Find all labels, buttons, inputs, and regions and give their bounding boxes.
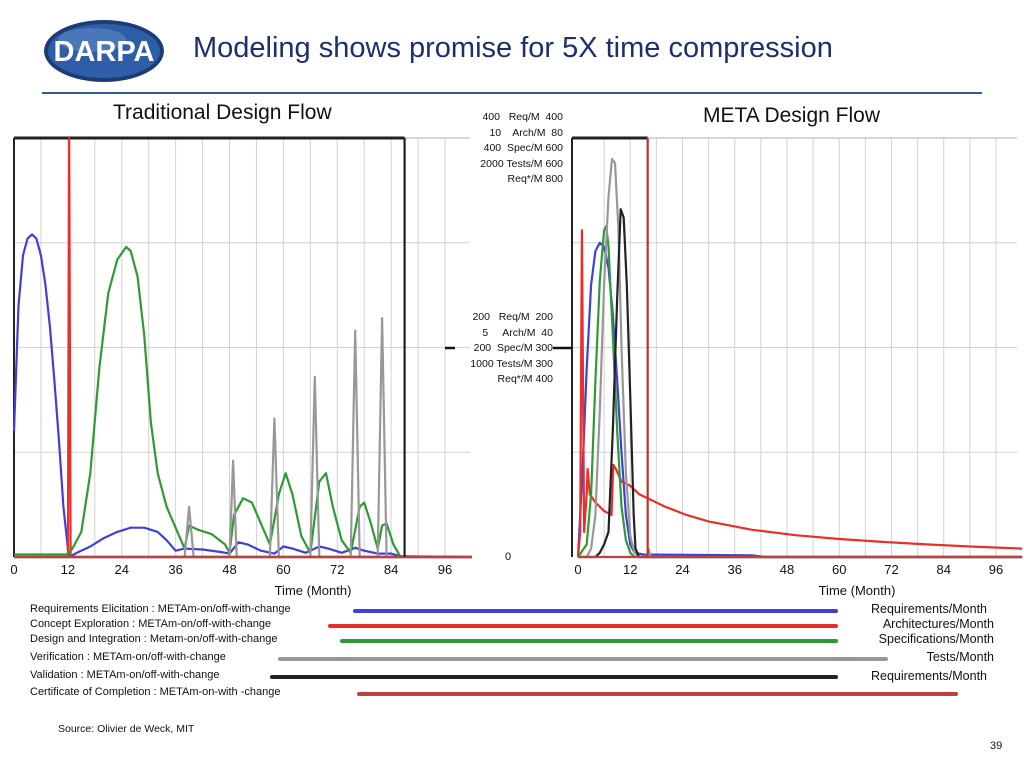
right-x-tick-label: 84 bbox=[936, 562, 951, 577]
legend-label: Concept Exploration : METAm-on/off-with-… bbox=[30, 618, 272, 630]
meta-design-flow-plot bbox=[571, 136, 1023, 559]
right-x-tick-label: 0 bbox=[574, 562, 582, 577]
legend-label: Certificate of Completion : METAm-on-wit… bbox=[30, 686, 281, 698]
darpa-logo: DARPA bbox=[44, 20, 164, 82]
right-x-tick-label: 12 bbox=[623, 562, 638, 577]
series-line-2 bbox=[576, 229, 1023, 558]
legend-unit: Requirements/Month bbox=[870, 602, 987, 616]
legend-swatch-line bbox=[340, 639, 838, 643]
source-note: Source: Olivier de Weck, MIT bbox=[58, 723, 195, 735]
legend-label: Verification : METAm-on/off-with-change bbox=[30, 651, 226, 663]
traditional-design-flow-plot bbox=[12, 136, 472, 559]
legend-swatch-line bbox=[357, 692, 958, 696]
right-x-axis-title: Time (Month) bbox=[818, 583, 896, 598]
left-x-tick-label: 84 bbox=[383, 562, 399, 577]
legend-label: Validation : METAm-on/off-with-change bbox=[30, 669, 220, 681]
left-x-tick-label: 72 bbox=[330, 562, 345, 577]
page-number: 39 bbox=[990, 740, 1003, 752]
legend-swatch-line bbox=[328, 624, 838, 628]
scale-label-top: 400 Req/M 400 10 Arch/M 80 400 Spec/M 60… bbox=[480, 111, 563, 186]
legend-swatch-line bbox=[270, 675, 838, 679]
series-line-3 bbox=[14, 245, 472, 559]
legend-swatch-line bbox=[353, 609, 838, 613]
left-x-tick-label: 48 bbox=[222, 562, 237, 577]
right-x-tick-label: 36 bbox=[727, 562, 742, 577]
left-x-tick-label: 36 bbox=[168, 562, 183, 577]
left-x-tick-label: 12 bbox=[60, 562, 76, 577]
legend-label: Requirements Elicitation : METAm-on/off-… bbox=[30, 603, 291, 615]
legend-unit: Tests/Month bbox=[926, 650, 994, 664]
legend-unit: Architectures/Month bbox=[882, 617, 994, 631]
right-x-tick-label: 72 bbox=[884, 562, 899, 577]
series-line-3 bbox=[577, 224, 1023, 559]
right-x-tick-label: 96 bbox=[988, 562, 1004, 577]
left-x-axis-title: Time (Month) bbox=[274, 583, 352, 598]
slide-title: Modeling shows promise for 5X time compr… bbox=[193, 32, 833, 64]
right-x-tick-label: 24 bbox=[675, 562, 690, 577]
legend-unit: Requirements/Month bbox=[870, 669, 987, 683]
legend-swatch-line bbox=[278, 657, 888, 661]
left-x-tick-label: 0 bbox=[10, 562, 18, 577]
right-chart-title: META Design Flow bbox=[703, 104, 880, 127]
charts-canvas bbox=[12, 136, 1023, 559]
series-line-1 bbox=[576, 241, 1023, 559]
left-x-tick-label: 96 bbox=[437, 562, 453, 577]
svg-text:DARPA: DARPA bbox=[54, 36, 155, 68]
legend-unit: Specifications/Month bbox=[878, 632, 994, 646]
left-x-tick-label: 60 bbox=[276, 562, 291, 577]
legend-label: Design and Integration : Metam-on/off-wi… bbox=[30, 633, 278, 645]
scale-label-zero: 0 bbox=[505, 551, 512, 563]
title-divider bbox=[42, 92, 982, 94]
series-line-1 bbox=[12, 233, 472, 559]
right-x-tick-label: 60 bbox=[832, 562, 847, 577]
series-line-5 bbox=[578, 208, 1023, 559]
right-x-tick-label: 48 bbox=[779, 562, 795, 577]
left-x-tick-label: 24 bbox=[114, 562, 129, 577]
scale-label-middle: 200 Req/M 200 5 Arch/M 40 200 Spec/M 300… bbox=[470, 311, 553, 386]
left-chart-title: Traditional Design Flow bbox=[113, 101, 332, 124]
